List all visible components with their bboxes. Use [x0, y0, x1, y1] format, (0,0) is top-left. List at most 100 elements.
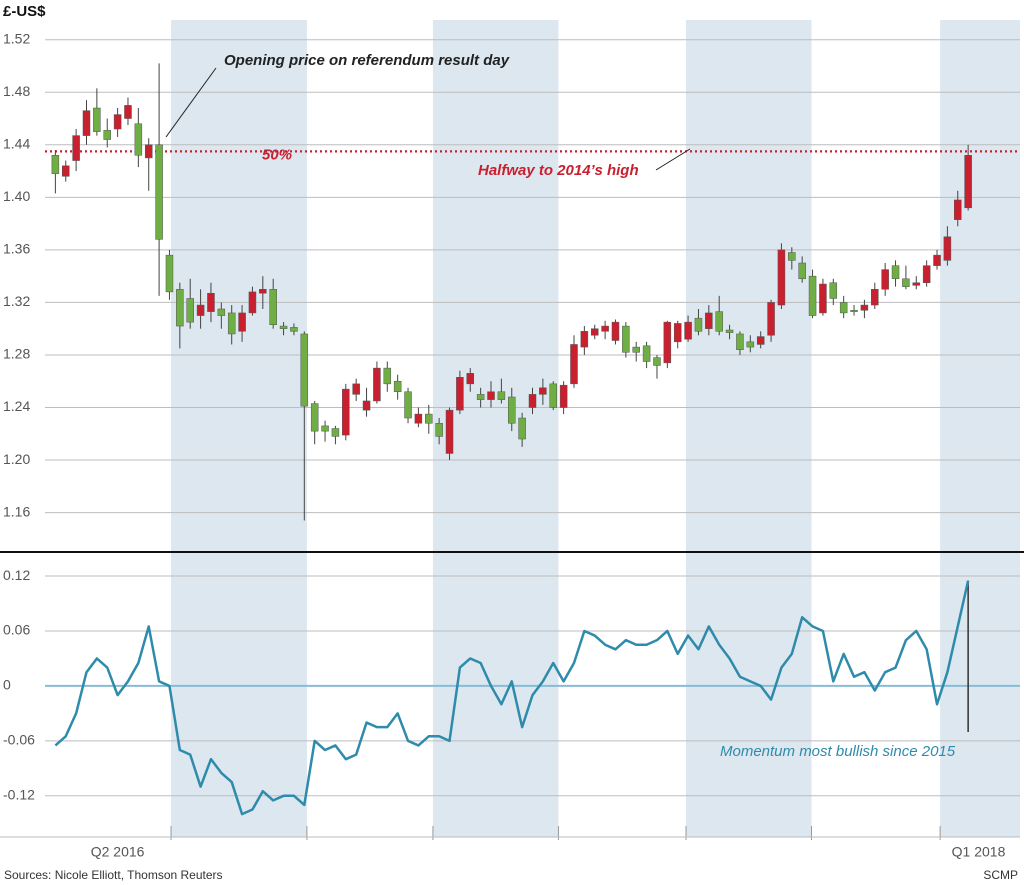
candle-body	[559, 384, 568, 408]
candle-body	[798, 262, 806, 280]
candle-body	[144, 144, 153, 159]
quarter-band	[171, 20, 307, 837]
candle-body	[155, 144, 163, 240]
y-tick-label: 1.16	[3, 503, 30, 519]
candle-body	[383, 367, 392, 385]
candle-body	[933, 254, 941, 266]
reference-label: 50%	[262, 146, 292, 163]
candle-body	[850, 310, 858, 312]
candle-body	[922, 265, 931, 283]
y-tick-label: 1.44	[3, 135, 30, 151]
credit: SCMP	[983, 868, 1018, 882]
candle-body	[165, 254, 174, 293]
candle-body	[393, 380, 402, 392]
candle-body	[82, 110, 91, 136]
candle-body	[207, 292, 215, 312]
source: Sources: Nicole Elliott, Thomson Reuters	[4, 868, 223, 882]
candle-body	[300, 333, 309, 407]
candle-body	[839, 302, 848, 314]
candle-body	[425, 413, 433, 424]
candle-body	[912, 282, 921, 286]
candle-body	[497, 391, 506, 400]
y-tick-label: 1.32	[3, 293, 30, 309]
candle-body	[51, 155, 60, 174]
candle-body	[279, 325, 288, 329]
candle-body	[259, 289, 267, 294]
candle-body	[611, 321, 620, 341]
candle-body	[954, 199, 962, 220]
candle-body	[404, 391, 412, 419]
y-tick-label: 0	[3, 677, 11, 693]
candle-body	[103, 130, 111, 140]
candle-body	[176, 289, 184, 327]
candle-body	[570, 344, 578, 385]
candle-body	[186, 298, 194, 323]
y-tick-label: -0.06	[3, 732, 35, 748]
candle-body	[466, 373, 475, 385]
annotation: Opening price on referendum result day	[224, 52, 510, 69]
candle-body	[622, 325, 630, 353]
annotation: Halfway to 2014’s high	[478, 162, 639, 179]
candle-body	[891, 265, 900, 280]
candle-body	[673, 323, 682, 343]
y-tick-label: 1.48	[3, 83, 30, 99]
candle-body	[321, 425, 329, 432]
candle-body	[373, 367, 381, 402]
annotation: Momentum most bullish since 2015	[720, 743, 956, 760]
y-tick-label: -0.12	[3, 787, 35, 803]
y-tick-label: 1.40	[3, 188, 30, 204]
candle-body	[871, 289, 879, 306]
candle-body	[539, 387, 547, 395]
candle-body	[352, 383, 360, 395]
candle-body	[217, 308, 226, 316]
candle-body	[93, 107, 101, 132]
momentum-line	[54, 580, 970, 816]
candle-body	[248, 291, 257, 314]
candle-body	[777, 249, 786, 306]
candle-body	[508, 396, 516, 424]
candle-body	[881, 269, 889, 290]
y-tick-label: 1.36	[3, 241, 30, 257]
candle-body	[456, 377, 464, 411]
quarter-band	[940, 20, 1020, 837]
quarter-band	[432, 20, 559, 837]
candle-body	[943, 236, 952, 261]
candle-body	[196, 304, 205, 316]
y-tick-label: 1.24	[3, 398, 30, 414]
candle-body	[590, 328, 599, 336]
candle-body	[705, 312, 713, 329]
candle-body	[227, 312, 236, 335]
y-tick-label: 1.52	[3, 30, 30, 46]
candle-body	[819, 283, 827, 314]
y-tick-label: 0.06	[3, 622, 30, 638]
x-tick-label: Q2 2016	[91, 844, 145, 860]
candle-body	[788, 252, 796, 261]
candle-body	[445, 409, 454, 454]
candle-body	[549, 383, 557, 408]
quarter-band	[686, 20, 812, 837]
candle-body	[362, 400, 371, 411]
candle-body	[269, 289, 277, 326]
candle-body	[860, 304, 869, 311]
candle-body	[902, 278, 910, 287]
candle-body	[61, 165, 70, 177]
candle-body	[725, 329, 734, 333]
candle-body	[331, 428, 340, 437]
candle-body	[808, 275, 817, 316]
candle-body	[663, 321, 672, 364]
candle-body	[342, 388, 350, 436]
candle-body	[72, 135, 80, 161]
candle-body	[435, 423, 443, 437]
candle-body	[715, 311, 723, 332]
y-tick-label: 1.28	[3, 346, 30, 362]
candle-body	[767, 302, 775, 336]
y-tick-label: 1.20	[3, 451, 30, 467]
candle-body	[134, 123, 143, 156]
candle-body	[642, 345, 651, 362]
candle-body	[476, 394, 485, 400]
candle-body	[290, 327, 298, 332]
candle-body	[113, 114, 122, 130]
candle-body	[580, 331, 589, 348]
leader-line	[655, 148, 691, 171]
